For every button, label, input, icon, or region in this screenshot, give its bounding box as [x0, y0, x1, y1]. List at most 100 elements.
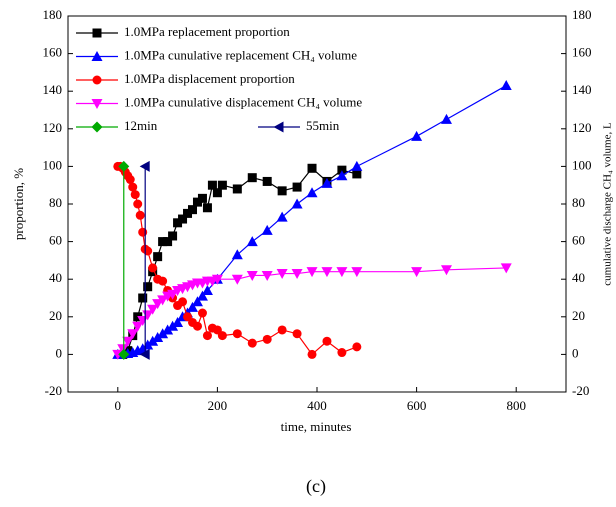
- y-tick-label: 80: [49, 195, 62, 210]
- marker: [217, 331, 227, 341]
- marker: [118, 160, 130, 172]
- marker: [231, 249, 243, 260]
- legend-marker: [92, 28, 102, 38]
- legend-marker: [91, 121, 103, 133]
- marker: [231, 274, 243, 285]
- legend-label: 1.0MPa cunulative displacement CH₄ volum…: [124, 94, 362, 109]
- marker: [291, 269, 303, 280]
- y2-tick-label: 100: [572, 157, 592, 172]
- marker: [178, 297, 188, 307]
- series-line: [117, 267, 507, 355]
- marker: [143, 282, 153, 292]
- x-axis-label: time, minutes: [281, 419, 352, 434]
- marker: [167, 320, 179, 331]
- marker: [122, 336, 134, 347]
- y2-tick-label: 40: [572, 270, 585, 285]
- x-tick-label: 0: [115, 398, 122, 413]
- marker: [139, 348, 150, 360]
- marker: [127, 329, 139, 340]
- y-tick-label: 0: [56, 345, 63, 360]
- marker: [178, 214, 188, 224]
- caption: (c): [306, 476, 326, 497]
- marker: [276, 269, 288, 280]
- marker: [196, 290, 208, 301]
- y2-tick-label: 0: [572, 345, 579, 360]
- y2-tick-label: 60: [572, 233, 585, 248]
- legend-marker: [91, 99, 103, 109]
- marker: [352, 342, 362, 352]
- marker: [197, 193, 207, 203]
- x-tick-label: 400: [307, 398, 327, 413]
- marker: [133, 199, 143, 209]
- marker: [292, 329, 302, 339]
- marker: [246, 236, 258, 247]
- y-tick-label: 60: [49, 233, 62, 248]
- y2-tick-label: 140: [572, 82, 592, 97]
- marker: [232, 329, 242, 339]
- marker: [117, 344, 129, 355]
- marker: [440, 113, 452, 124]
- marker: [307, 349, 317, 359]
- y-axis-label: proportion, %: [11, 168, 26, 240]
- marker: [152, 299, 164, 310]
- marker: [192, 321, 202, 331]
- marker: [157, 328, 169, 339]
- marker: [277, 186, 287, 196]
- marker: [172, 316, 184, 327]
- y-tick-label: 140: [43, 82, 63, 97]
- y2-tick-label: 120: [572, 120, 592, 135]
- marker: [321, 177, 333, 188]
- marker: [148, 263, 158, 273]
- marker: [153, 252, 163, 262]
- marker: [292, 182, 302, 192]
- marker: [201, 284, 213, 295]
- legend-label: 55min: [306, 118, 340, 133]
- marker: [143, 246, 153, 256]
- marker: [306, 267, 318, 278]
- marker: [130, 190, 140, 200]
- marker: [158, 237, 168, 247]
- marker: [212, 188, 222, 198]
- legend-marker: [91, 51, 103, 61]
- marker: [147, 304, 159, 315]
- marker: [440, 265, 452, 276]
- marker: [211, 274, 223, 285]
- marker: [187, 301, 198, 312]
- marker: [276, 211, 288, 222]
- marker: [351, 267, 363, 278]
- legend-label: 1.0MPa replacement proportion: [124, 24, 290, 39]
- marker: [139, 160, 150, 172]
- marker: [168, 231, 178, 241]
- y-tick-label: 160: [43, 45, 63, 60]
- x-tick-label: 800: [506, 398, 526, 413]
- marker: [411, 267, 423, 278]
- marker: [262, 334, 272, 344]
- marker: [173, 218, 183, 228]
- marker: [217, 180, 227, 190]
- marker: [232, 184, 242, 194]
- marker: [202, 203, 212, 213]
- legend-label: 1.0MPa displacement proportion: [124, 71, 295, 86]
- marker: [352, 169, 362, 179]
- marker: [351, 160, 363, 171]
- marker: [277, 325, 287, 335]
- marker: [118, 348, 130, 360]
- y-tick-label: 180: [43, 7, 63, 22]
- marker: [322, 336, 332, 346]
- marker: [337, 165, 347, 175]
- marker: [202, 331, 212, 341]
- marker: [246, 270, 258, 281]
- marker: [158, 276, 168, 286]
- marker: [188, 205, 197, 215]
- marker: [337, 348, 347, 358]
- y2-tick-label: 160: [572, 45, 592, 60]
- legend-marker: [273, 121, 284, 133]
- marker: [500, 263, 512, 274]
- marker: [321, 267, 333, 278]
- y2-tick-label: 180: [572, 7, 592, 22]
- marker: [152, 331, 164, 342]
- y2-axis-label: cumulative discharge CH₄ volume, L: [602, 122, 614, 286]
- marker: [247, 338, 257, 348]
- marker: [500, 80, 512, 91]
